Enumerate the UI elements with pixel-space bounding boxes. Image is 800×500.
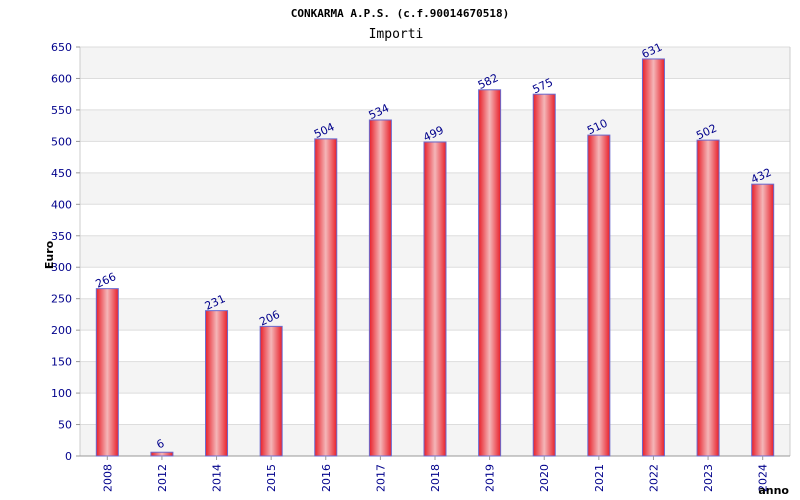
y-axis: 0 50 100 150 200 250 300 350 400 450 500 550 600 650 bbox=[51, 41, 80, 463]
y-tick-label: 250 bbox=[51, 293, 72, 306]
bar-2014 bbox=[205, 310, 229, 457]
bar-2017 bbox=[368, 119, 392, 457]
y-axis-title: Euro bbox=[43, 240, 56, 269]
y-tick-label: 50 bbox=[58, 419, 72, 432]
y-tick-label: 550 bbox=[51, 104, 72, 117]
y-tick-label: 150 bbox=[51, 356, 72, 369]
x-tick-label-2012: 2012 bbox=[156, 464, 169, 492]
bar-2019 bbox=[478, 89, 502, 457]
plot-band bbox=[80, 47, 790, 79]
x-tick-label-2008: 2008 bbox=[101, 464, 114, 492]
x-tick-label-2018: 2018 bbox=[429, 464, 442, 492]
value-label-2012: 6 bbox=[155, 437, 167, 452]
bar-2024 bbox=[751, 183, 775, 457]
bar-2008 bbox=[95, 288, 119, 457]
plot-band bbox=[80, 109, 790, 142]
plot-band bbox=[80, 78, 790, 110]
x-axis-title: anno bbox=[758, 484, 789, 497]
x-tick-label-2023: 2023 bbox=[702, 464, 715, 492]
bar-2016 bbox=[314, 138, 338, 457]
x-tick-label-2019: 2019 bbox=[484, 464, 497, 492]
x-axis: 2008 2012 2014 2015 2016 2017 2018 2019 2020 2021… bbox=[101, 456, 770, 492]
y-tick-label: 600 bbox=[51, 72, 72, 85]
bar-2015 bbox=[259, 325, 283, 457]
y-tick-label: 100 bbox=[51, 387, 72, 400]
y-tick-label: 400 bbox=[51, 198, 72, 211]
y-tick-label: 500 bbox=[51, 135, 72, 148]
x-tick-label-2014: 2014 bbox=[211, 464, 224, 492]
chart-subtitle: Importi bbox=[369, 27, 424, 42]
y-tick-label: 0 bbox=[65, 450, 72, 463]
bar-2022 bbox=[641, 58, 665, 457]
bar-2020 bbox=[532, 93, 556, 457]
chart-title: CONKARMA A.P.S. (c.f.90014670518) bbox=[291, 7, 510, 20]
x-tick-label-2017: 2017 bbox=[374, 464, 387, 492]
bar-2012 bbox=[150, 451, 174, 457]
y-tick-label: 350 bbox=[51, 230, 72, 243]
x-tick-label-2021: 2021 bbox=[593, 464, 606, 492]
y-tick-label: 450 bbox=[51, 167, 72, 180]
y-tick-label: 300 bbox=[51, 261, 72, 274]
x-tick-label-2016: 2016 bbox=[320, 464, 333, 492]
bar-2021 bbox=[587, 134, 611, 457]
x-tick-label-2020: 2020 bbox=[538, 464, 551, 492]
y-tick-label: 650 bbox=[51, 41, 72, 54]
x-tick-label-2024: 2024 bbox=[757, 464, 770, 492]
bar-2023 bbox=[696, 139, 720, 457]
bar-2018 bbox=[423, 141, 447, 457]
x-tick-label-2015: 2015 bbox=[265, 464, 278, 492]
y-tick-label: 200 bbox=[51, 324, 72, 337]
x-tick-label-2022: 2022 bbox=[647, 464, 660, 492]
